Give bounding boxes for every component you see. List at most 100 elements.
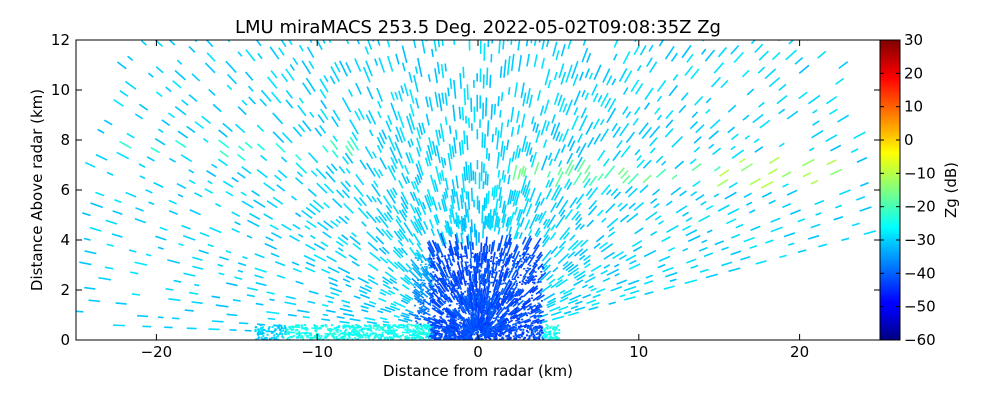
reflectivity-segment bbox=[809, 147, 815, 152]
reflectivity-segment bbox=[387, 135, 396, 151]
core-echo-cell bbox=[450, 275, 453, 277]
reflectivity-segment bbox=[386, 55, 394, 72]
core-echo-cell bbox=[464, 319, 467, 322]
reflectivity-segment bbox=[260, 89, 272, 103]
reflectivity-segment bbox=[111, 233, 123, 238]
reflectivity-segment bbox=[613, 191, 622, 200]
ground-echo-cell bbox=[474, 337, 477, 340]
core-echo-cell bbox=[473, 291, 476, 293]
core-echo-cell bbox=[505, 283, 508, 285]
reflectivity-segment bbox=[323, 202, 330, 209]
reflectivity-segment bbox=[431, 141, 437, 157]
core-echo-cell bbox=[503, 300, 506, 303]
core-echo-cell bbox=[520, 313, 523, 316]
reflectivity-segment bbox=[304, 266, 316, 273]
reflectivity-segment bbox=[727, 104, 737, 113]
reflectivity-segment bbox=[461, 139, 464, 155]
ground-echo-cell bbox=[458, 338, 461, 340]
reflectivity-segment bbox=[494, 306, 506, 320]
ground-echo-cell bbox=[459, 335, 462, 338]
reflectivity-segment bbox=[491, 187, 494, 197]
reflectivity-segment bbox=[550, 224, 556, 231]
reflectivity-segment bbox=[540, 57, 546, 69]
reflectivity-segment bbox=[603, 165, 616, 179]
reflectivity-segment bbox=[778, 83, 787, 91]
core-echo-cell bbox=[416, 322, 419, 324]
reflectivity-segment bbox=[467, 234, 471, 246]
ground-echo-cell bbox=[259, 332, 262, 335]
ground-echo-cell bbox=[326, 333, 329, 336]
reflectivity-segment bbox=[336, 316, 345, 319]
core-echo-cell bbox=[485, 300, 488, 303]
ground-echo-cell bbox=[344, 335, 347, 338]
reflectivity-segment bbox=[358, 197, 367, 207]
reflectivity-segment bbox=[401, 209, 408, 218]
reflectivity-segment bbox=[607, 231, 616, 238]
reflectivity-segment bbox=[682, 211, 689, 217]
ground-echo-cell bbox=[298, 330, 301, 333]
core-echo-cell bbox=[533, 281, 536, 284]
reflectivity-segment bbox=[662, 266, 674, 273]
reflectivity-segment bbox=[670, 186, 682, 196]
ground-echo-cell bbox=[268, 337, 271, 340]
reflectivity-segment bbox=[114, 198, 122, 204]
reflectivity-segment bbox=[491, 240, 496, 252]
core-echo-cell bbox=[422, 338, 425, 340]
reflectivity-segment bbox=[591, 83, 598, 96]
reflectivity-segment bbox=[553, 246, 565, 258]
ground-echo-cell bbox=[396, 326, 399, 329]
ground-echo-cell bbox=[286, 337, 289, 340]
ground-echo-cell bbox=[282, 329, 285, 332]
reflectivity-segment bbox=[344, 215, 350, 221]
reflectivity-segment bbox=[344, 180, 352, 188]
reflectivity-segment bbox=[567, 299, 579, 305]
reflectivity-segment bbox=[403, 276, 415, 287]
ground-echo-cell bbox=[530, 333, 533, 336]
reflectivity-segment bbox=[313, 242, 326, 251]
core-echo-cell bbox=[444, 275, 447, 277]
reflectivity-segment bbox=[434, 321, 443, 326]
ground-echo-cell bbox=[399, 338, 402, 340]
reflectivity-segment bbox=[392, 204, 400, 215]
core-echo-cell bbox=[511, 278, 514, 281]
reflectivity-segment bbox=[486, 67, 489, 86]
reflectivity-segment bbox=[260, 154, 268, 162]
ground-echo-cell bbox=[548, 331, 551, 334]
ground-echo-cell bbox=[425, 325, 428, 328]
reflectivity-segment bbox=[307, 152, 319, 164]
reflectivity-segment bbox=[597, 209, 604, 217]
reflectivity-segment bbox=[106, 243, 114, 247]
reflectivity-segment bbox=[317, 114, 325, 124]
ground-echo-cell bbox=[538, 337, 541, 340]
core-echo-cell bbox=[454, 316, 457, 318]
core-echo-cell bbox=[534, 317, 537, 319]
ground-echo-cell bbox=[423, 333, 426, 336]
reflectivity-segment bbox=[569, 197, 578, 209]
ground-echo-cell bbox=[524, 325, 527, 328]
ground-echo-cell bbox=[438, 327, 441, 330]
core-echo-cell bbox=[447, 285, 450, 287]
core-echo-cell bbox=[515, 298, 518, 300]
ground-echo-cell bbox=[463, 335, 466, 338]
ground-echo-cell bbox=[435, 332, 438, 335]
reflectivity-segment bbox=[558, 97, 566, 113]
reflectivity-segment bbox=[522, 267, 531, 279]
core-echo-cell bbox=[463, 318, 466, 321]
reflectivity-segment bbox=[254, 267, 267, 273]
ground-echo-cell bbox=[468, 335, 471, 338]
reflectivity-segment bbox=[484, 268, 487, 278]
reflectivity-segment bbox=[297, 104, 307, 117]
reflectivity-segment bbox=[501, 200, 506, 214]
ground-echo-cell bbox=[257, 333, 260, 336]
reflectivity-segment bbox=[574, 306, 586, 312]
reflectivity-segment bbox=[656, 79, 667, 93]
core-echo-cell bbox=[486, 251, 489, 254]
reflectivity-segment bbox=[577, 142, 587, 158]
reflectivity-segment bbox=[503, 271, 510, 282]
reflectivity-segment bbox=[436, 243, 444, 258]
reflectivity-segment bbox=[415, 97, 420, 109]
ground-echo-cell bbox=[406, 337, 409, 340]
ground-echo-cell bbox=[430, 326, 433, 329]
reflectivity-segment bbox=[617, 202, 623, 208]
ground-echo-cell bbox=[254, 326, 257, 329]
